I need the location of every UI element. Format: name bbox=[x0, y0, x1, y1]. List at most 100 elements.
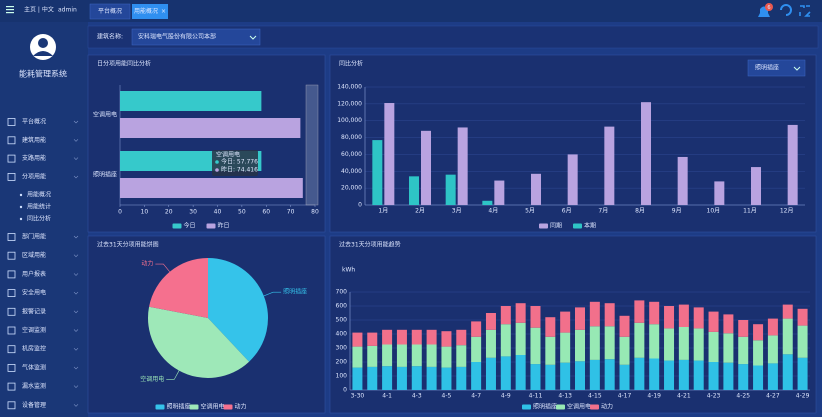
pie-slice[interactable] bbox=[208, 258, 269, 362]
menu-item[interactable]: 机房监控 bbox=[22, 345, 46, 353]
user-name[interactable]: admin bbox=[58, 7, 77, 14]
bar-segment[interactable] bbox=[589, 326, 600, 360]
menu-item[interactable]: 气体监测 bbox=[22, 363, 46, 371]
bar-segment[interactable] bbox=[575, 307, 585, 330]
bar-segment[interactable] bbox=[352, 332, 363, 347]
menu-item[interactable]: 安全用电 bbox=[22, 289, 46, 297]
tab-label[interactable]: 平台概况 bbox=[98, 7, 122, 15]
bar-segment[interactable] bbox=[545, 364, 556, 390]
bar-segment[interactable] bbox=[723, 314, 734, 334]
bar-segment[interactable] bbox=[441, 367, 452, 390]
bar-segment[interactable] bbox=[708, 311, 719, 332]
bar[interactable] bbox=[372, 140, 383, 205]
bar-segment[interactable] bbox=[782, 354, 793, 390]
series-select-value[interactable]: 照明插座 bbox=[755, 64, 779, 72]
legend-label[interactable]: 今日 bbox=[184, 222, 196, 230]
bar-segment[interactable] bbox=[530, 364, 541, 390]
bar-segment[interactable] bbox=[693, 360, 704, 390]
bar-segment[interactable] bbox=[619, 336, 630, 365]
tab[interactable] bbox=[89, 3, 131, 20]
menu-item[interactable]: 用户报表 bbox=[22, 270, 46, 278]
bar[interactable] bbox=[421, 130, 431, 205]
bar-segment[interactable] bbox=[738, 336, 749, 365]
building-select-value[interactable]: 安科瑞电气股份有限公司本部 bbox=[138, 33, 216, 41]
menu-item[interactable]: 设备管理 bbox=[22, 401, 46, 409]
bar-segment[interactable] bbox=[382, 344, 393, 367]
bar-segment[interactable] bbox=[575, 329, 585, 362]
bar-segment[interactable] bbox=[634, 322, 645, 358]
bar-segment[interactable] bbox=[723, 362, 734, 390]
bar-segment[interactable] bbox=[560, 311, 571, 333]
menu-item[interactable]: 平台概况 bbox=[22, 118, 46, 126]
bar-segment[interactable] bbox=[664, 360, 675, 390]
series-select[interactable] bbox=[747, 59, 806, 77]
bar[interactable] bbox=[787, 124, 798, 205]
bar-segment[interactable] bbox=[352, 367, 363, 390]
bar-segment[interactable] bbox=[589, 359, 600, 390]
bar-segment[interactable] bbox=[396, 344, 407, 367]
bar-segment[interactable] bbox=[664, 328, 675, 361]
bar-segment[interactable] bbox=[753, 365, 764, 391]
tab-label[interactable]: 用能概况 bbox=[134, 7, 158, 15]
bar[interactable] bbox=[567, 154, 578, 205]
bar-segment[interactable] bbox=[619, 315, 630, 337]
bar-segment[interactable] bbox=[797, 308, 808, 326]
bar-segment[interactable] bbox=[485, 357, 496, 390]
bar-segment[interactable] bbox=[396, 329, 407, 345]
bar-segment[interactable] bbox=[589, 301, 600, 327]
bar-segment[interactable] bbox=[456, 329, 467, 346]
bar[interactable] bbox=[445, 174, 456, 205]
bar[interactable] bbox=[641, 102, 651, 205]
tab-active[interactable] bbox=[132, 4, 168, 19]
top-icons[interactable]: 6 bbox=[758, 3, 811, 17]
legend-label[interactable]: 空调用电 bbox=[567, 403, 591, 411]
bar-segment[interactable] bbox=[678, 359, 689, 390]
bar-segment[interactable] bbox=[382, 329, 393, 345]
bar-segment[interactable] bbox=[678, 327, 689, 360]
bar-segment[interactable] bbox=[634, 357, 645, 390]
bar-segment[interactable] bbox=[604, 303, 615, 327]
bar-segment[interactable] bbox=[515, 355, 526, 390]
bar-segment[interactable] bbox=[797, 357, 808, 390]
bar-segment[interactable] bbox=[367, 366, 378, 390]
bar-segment[interactable] bbox=[634, 300, 645, 323]
bar-segment[interactable] bbox=[782, 304, 793, 319]
bar-segment[interactable] bbox=[426, 329, 437, 345]
bar-segment[interactable] bbox=[723, 333, 734, 363]
bar-segment[interactable] bbox=[500, 356, 511, 390]
bar-segment[interactable] bbox=[352, 346, 363, 368]
bar-segment[interactable] bbox=[604, 359, 615, 390]
bar-segment[interactable] bbox=[753, 324, 764, 341]
legend-label[interactable]: 照明插座 bbox=[533, 403, 557, 411]
bar[interactable] bbox=[494, 180, 505, 205]
bar-segment[interactable] bbox=[708, 362, 719, 390]
submenu-item[interactable]: 用能统计 bbox=[27, 203, 51, 211]
bar-segment[interactable] bbox=[471, 336, 482, 362]
legend-label[interactable]: 照明插座 bbox=[167, 403, 191, 411]
bar-segment[interactable] bbox=[693, 307, 704, 329]
bar-segment[interactable] bbox=[396, 366, 407, 390]
bar[interactable] bbox=[120, 118, 301, 138]
bar-segment[interactable] bbox=[367, 345, 378, 367]
bar-segment[interactable] bbox=[753, 340, 764, 366]
bar-segment[interactable] bbox=[560, 332, 571, 363]
bar-segment[interactable] bbox=[678, 304, 689, 327]
bar-segment[interactable] bbox=[456, 345, 467, 367]
bar[interactable] bbox=[120, 91, 262, 111]
legend-label[interactable]: 同期 bbox=[550, 222, 562, 230]
bar-segment[interactable] bbox=[797, 325, 808, 358]
bar-segment[interactable] bbox=[575, 361, 585, 390]
bar[interactable] bbox=[751, 167, 761, 205]
bar-segment[interactable] bbox=[500, 306, 511, 325]
bar-segment[interactable] bbox=[649, 358, 660, 391]
bar-segment[interactable] bbox=[738, 364, 749, 390]
building-select[interactable] bbox=[131, 28, 261, 46]
menu-item[interactable]: 分项用能 bbox=[22, 172, 46, 180]
bar-segment[interactable] bbox=[411, 329, 422, 345]
bar-segment[interactable] bbox=[485, 329, 496, 358]
bar-segment[interactable] bbox=[456, 366, 467, 390]
bar[interactable] bbox=[384, 103, 395, 205]
bar-segment[interactable] bbox=[560, 362, 571, 390]
legend-label[interactable]: 动力 bbox=[235, 403, 247, 411]
bar[interactable] bbox=[482, 200, 493, 205]
